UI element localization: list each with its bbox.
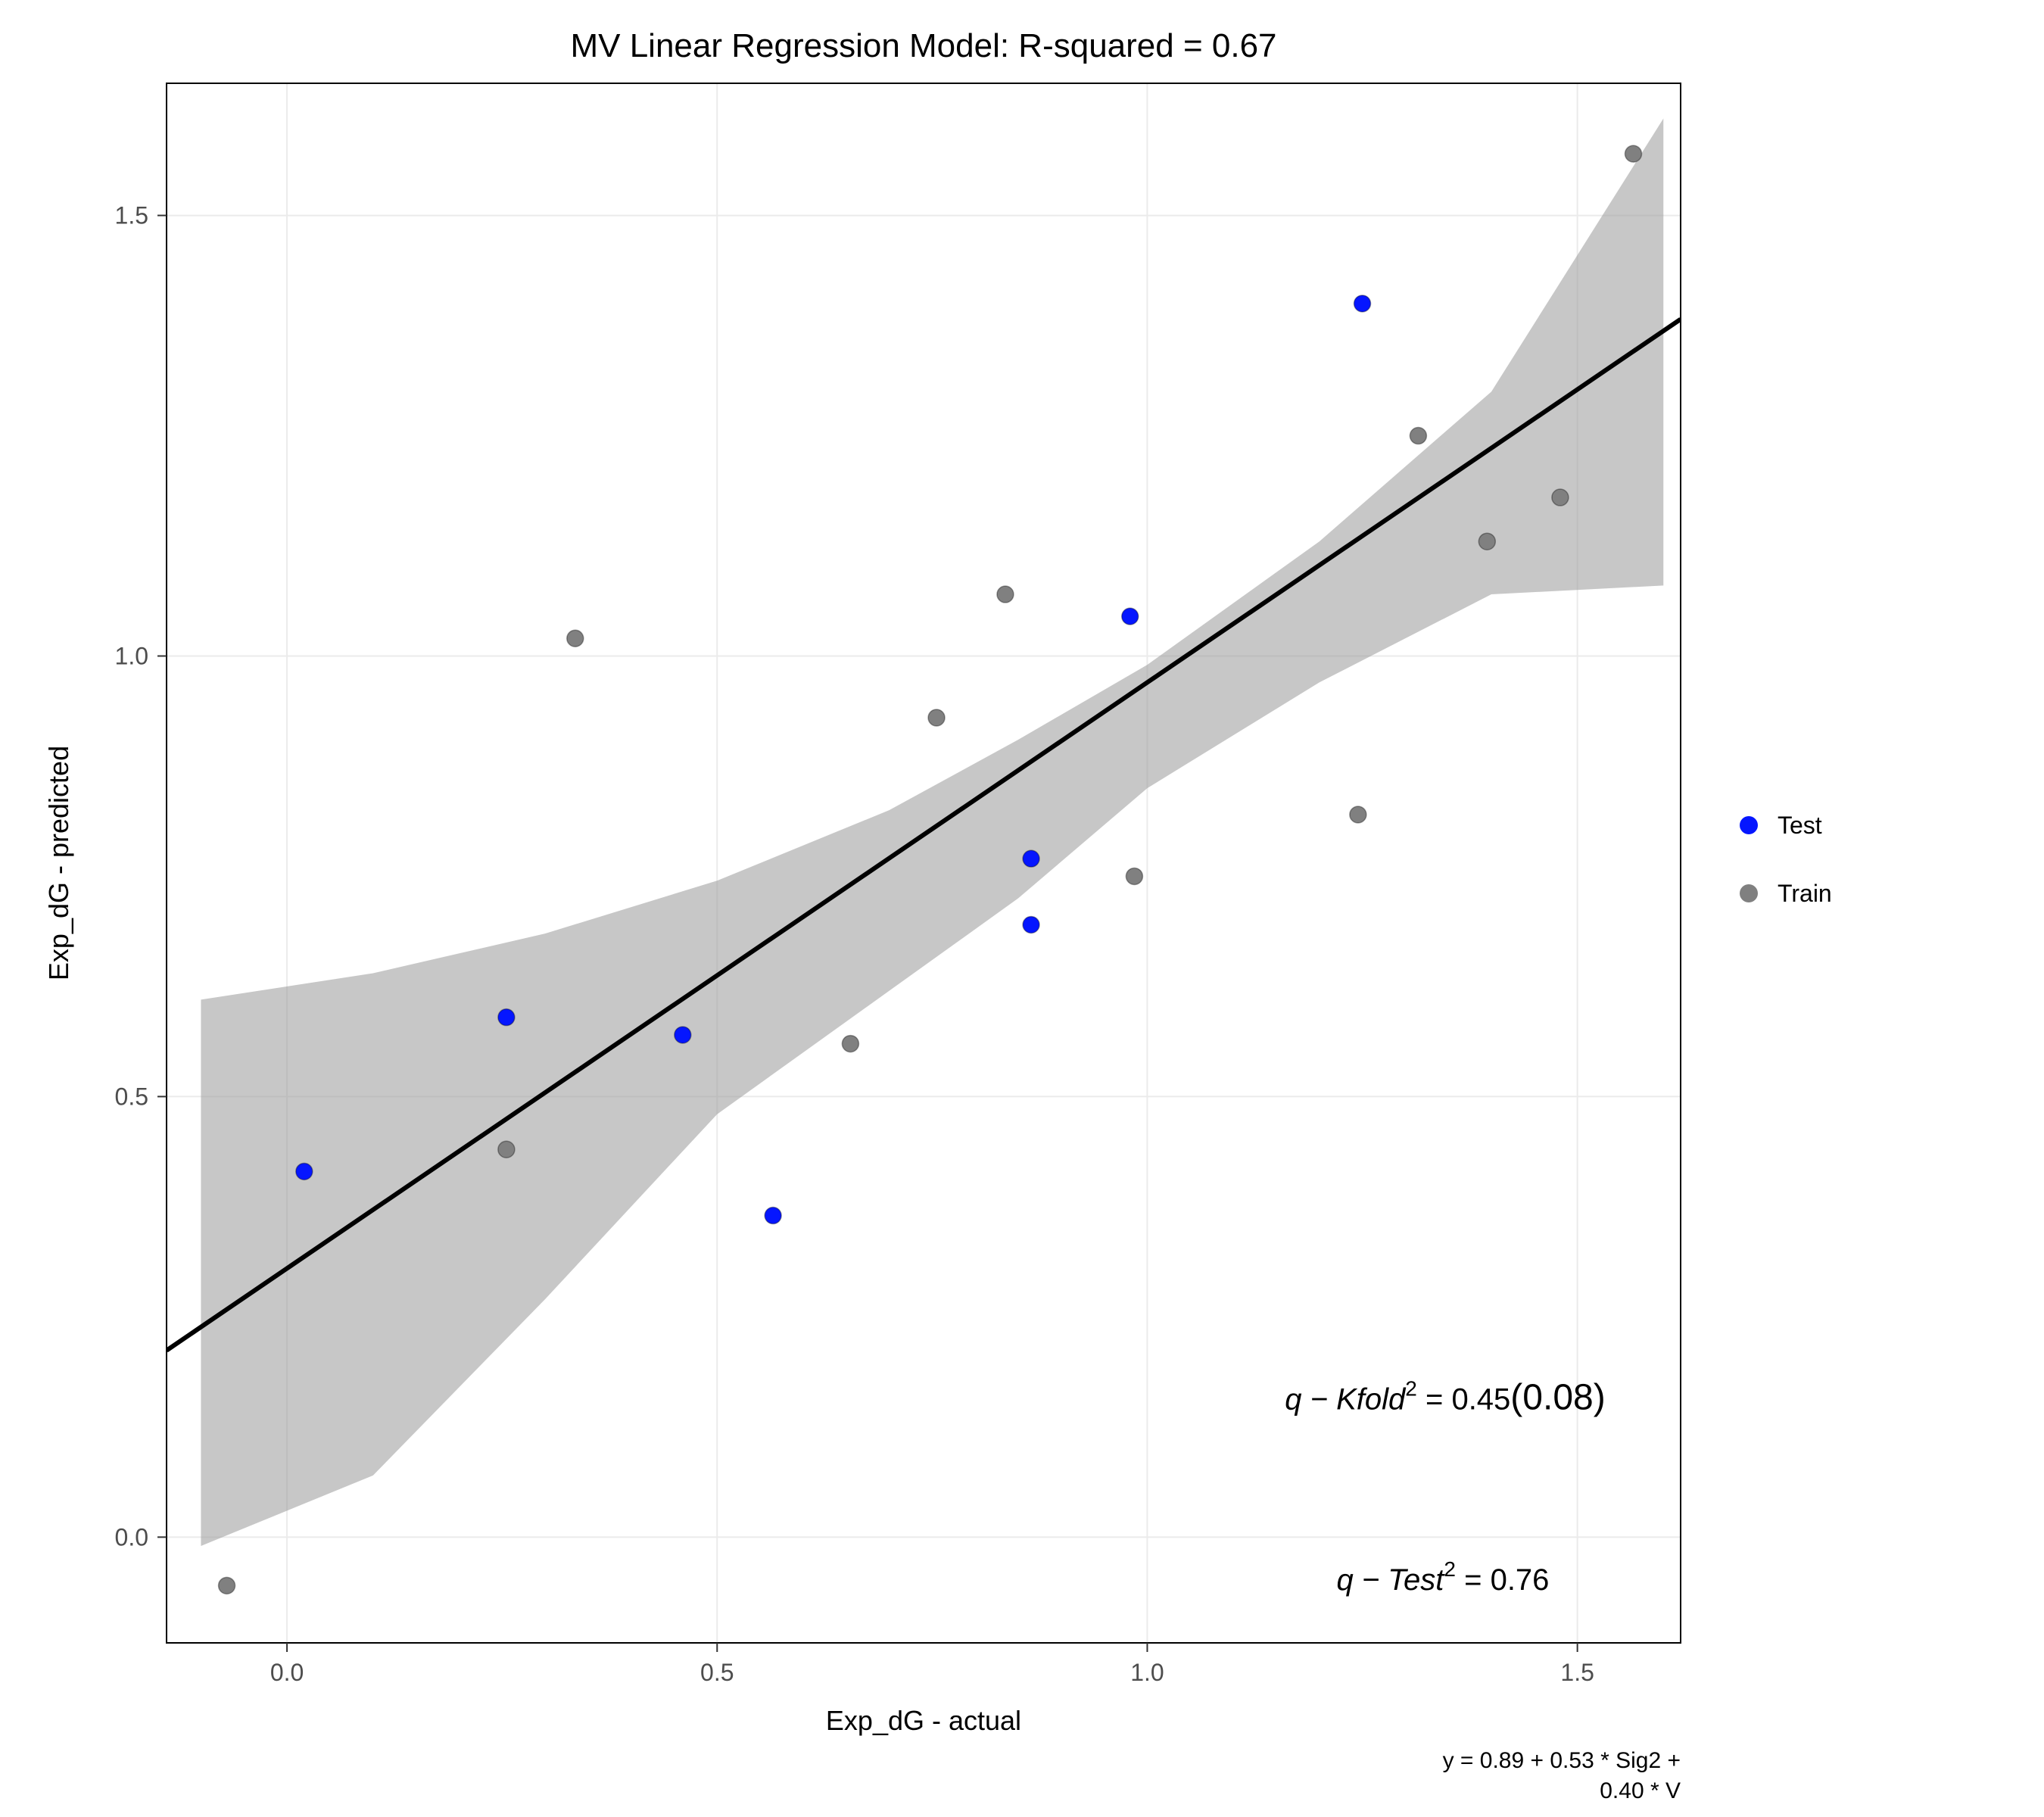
- annotation-text: q − Kfold2 = 0.45(0.08): [1285, 1377, 1605, 1418]
- data-point: [842, 1036, 858, 1052]
- legend-swatch: [1740, 884, 1758, 902]
- data-point: [1023, 850, 1039, 867]
- data-point: [675, 1027, 691, 1043]
- annotation-kfold: q − Kfold2 = 0.45(0.08): [1285, 1377, 1605, 1418]
- data-point: [1126, 868, 1142, 884]
- data-point: [1122, 608, 1139, 625]
- annotation-test: q − Test2 = 0.76: [1336, 1557, 1549, 1597]
- x-tick-label: 1.5: [1560, 1659, 1594, 1686]
- data-point: [1478, 533, 1495, 550]
- data-point: [1354, 295, 1371, 312]
- data-point: [498, 1009, 515, 1026]
- legend-label: Train: [1778, 880, 1832, 907]
- data-point: [1552, 489, 1569, 506]
- data-point: [567, 630, 584, 647]
- equation-line: y = 0.89 + 0.53 * Sig2 +: [1443, 1748, 1681, 1773]
- data-point: [219, 1577, 235, 1594]
- data-point: [1350, 806, 1366, 823]
- data-point: [1625, 145, 1642, 162]
- legend-swatch: [1740, 816, 1758, 834]
- y-axis-label: Exp_dG - predicted: [43, 746, 74, 980]
- x-axis-label: Exp_dG - actual: [826, 1705, 1021, 1736]
- y-tick-label: 1.5: [115, 202, 148, 229]
- data-point: [296, 1163, 313, 1180]
- data-point: [928, 709, 945, 726]
- data-point: [1410, 428, 1426, 444]
- chart-title: MV Linear Regression Model: R-squared = …: [570, 27, 1276, 64]
- data-point: [1023, 916, 1039, 933]
- data-point: [765, 1208, 781, 1224]
- data-point: [997, 586, 1014, 603]
- data-point: [498, 1141, 515, 1158]
- x-tick-label: 0.5: [700, 1659, 734, 1686]
- legend-label: Test: [1778, 812, 1822, 839]
- x-tick-label: 1.0: [1130, 1659, 1164, 1686]
- y-tick-label: 0.5: [115, 1083, 148, 1110]
- equation-line: 0.40 * V: [1600, 1778, 1681, 1803]
- annotation-text: q − Test2 = 0.76: [1336, 1557, 1549, 1597]
- y-tick-label: 1.0: [115, 642, 148, 669]
- y-tick-label: 0.0: [115, 1523, 148, 1551]
- x-tick-label: 0.0: [270, 1659, 304, 1686]
